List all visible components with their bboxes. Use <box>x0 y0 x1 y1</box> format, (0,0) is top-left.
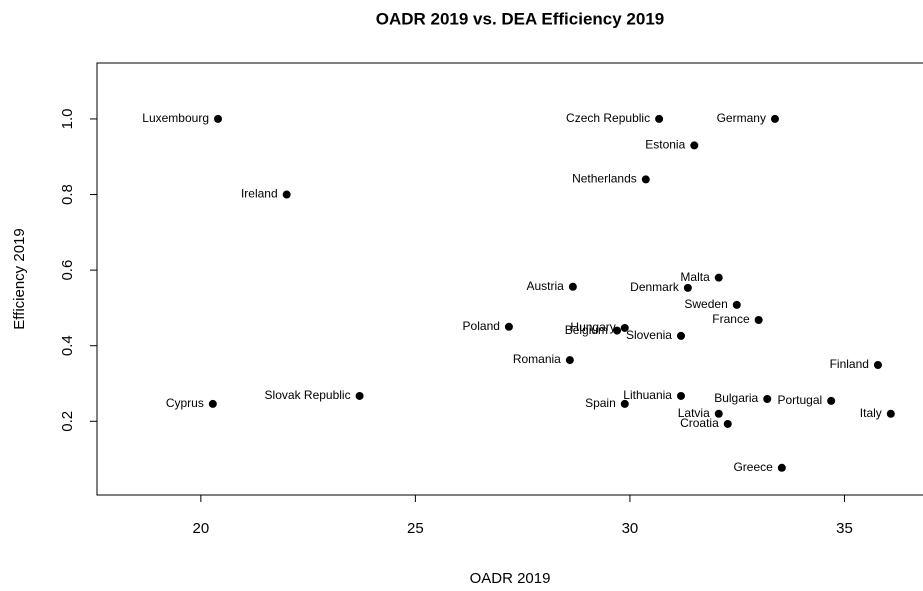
point <box>565 356 574 365</box>
point <box>613 326 622 335</box>
point <box>504 322 513 331</box>
y-tick-label: 0.2 <box>59 411 76 432</box>
point-label: Latvia <box>678 406 710 420</box>
point <box>676 391 685 400</box>
point-label: Ireland <box>241 187 278 201</box>
y-tick-label: 0.8 <box>59 184 76 205</box>
point-label: Lithuania <box>623 388 672 402</box>
point <box>777 463 786 472</box>
point-label: Denmark <box>630 280 680 294</box>
point-label: Sweden <box>684 297 727 311</box>
point-label: France <box>712 312 750 326</box>
point-label: Netherlands <box>572 172 637 186</box>
point-label: Poland <box>463 319 500 333</box>
point-label: Malta <box>680 270 710 284</box>
point <box>763 395 772 403</box>
point <box>208 399 217 408</box>
point-label: Hungary <box>570 320 615 334</box>
point <box>683 283 692 292</box>
point <box>770 114 779 123</box>
point <box>873 360 882 369</box>
point <box>620 323 629 332</box>
y-tick-label: 1.0 <box>59 109 76 130</box>
point-label: Portugal <box>777 393 822 407</box>
point-label: Belgium <box>565 323 608 337</box>
point <box>355 391 364 400</box>
point-label: Germany <box>717 111 766 125</box>
point-label: Greece <box>733 460 773 474</box>
plot-box <box>96 62 923 496</box>
point <box>676 331 685 340</box>
point <box>641 175 650 184</box>
point-label: Austria <box>527 279 565 293</box>
point-label: Bulgaria <box>714 391 758 405</box>
point <box>886 409 895 418</box>
point <box>655 114 664 123</box>
point-label: Spain <box>585 396 616 410</box>
point <box>620 399 629 408</box>
point <box>690 141 699 150</box>
y-axis-label: Efficiency 2019 <box>11 228 28 329</box>
point-label: Estonia <box>645 138 685 152</box>
point-label: Slovak Republic <box>265 388 351 402</box>
point-label: Romania <box>513 352 561 366</box>
x-axis-label: OADR 2019 <box>470 570 551 587</box>
point <box>568 282 577 291</box>
point <box>282 190 291 199</box>
x-tick-label: 30 <box>622 520 639 537</box>
y-tick-label: 0.4 <box>59 335 76 356</box>
point-label: Slovenia <box>626 328 672 342</box>
x-tick-label: 20 <box>192 520 209 537</box>
point-label: Italy <box>860 406 882 420</box>
point <box>732 300 741 309</box>
point-label: Croatia <box>680 416 719 430</box>
y-tick-label: 0.6 <box>59 260 76 281</box>
point <box>754 316 763 325</box>
point <box>827 396 836 405</box>
point <box>214 114 223 123</box>
x-tick-label: 35 <box>836 520 853 537</box>
point-label: Finland <box>830 357 869 371</box>
point-label: Cyprus <box>166 396 204 410</box>
point <box>714 273 723 282</box>
point <box>723 419 732 428</box>
point <box>714 409 723 418</box>
point-label: Luxembourg <box>142 111 209 125</box>
x-tick-label: 25 <box>407 520 424 537</box>
chart-title: OADR 2019 vs. DEA Efficiency 2019 <box>376 9 665 28</box>
point-label: Czech Republic <box>566 111 650 125</box>
